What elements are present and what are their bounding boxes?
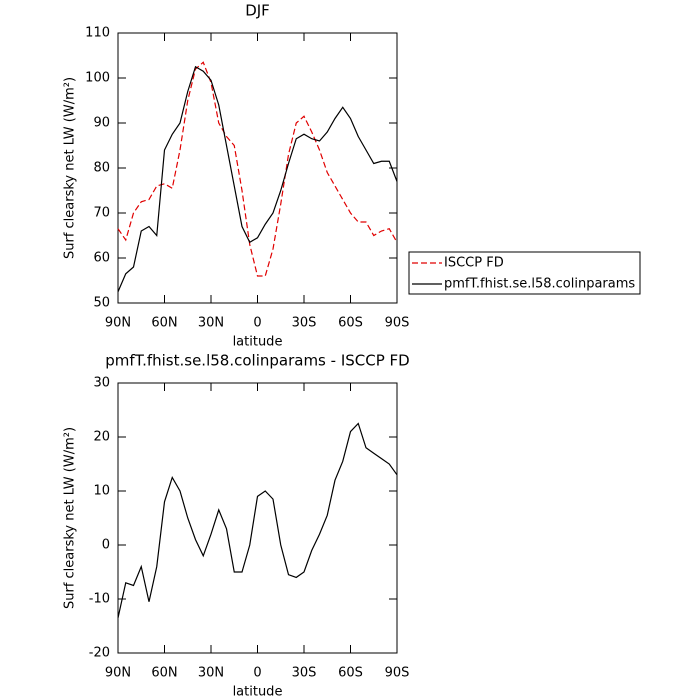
y-tick-label: 50 — [93, 296, 110, 311]
x-tick-label: 0 — [253, 316, 261, 331]
x-tick-label: 60S — [338, 666, 363, 681]
y-axis-label: Surf clearsky net LW (W/m²) — [63, 427, 78, 609]
x-tick-label: 90S — [385, 316, 410, 331]
x-tick-label: 30S — [292, 316, 317, 331]
y-tick-label: -20 — [89, 646, 110, 661]
x-tick-label: 60N — [151, 666, 177, 681]
x-axis-label: latitude — [233, 685, 283, 700]
y-tick-label: 70 — [93, 206, 110, 221]
chart-title: pmfT.fhist.se.l58.colinparams - ISCCP FD — [105, 352, 409, 370]
y-tick-label: 100 — [85, 71, 110, 86]
y-axis-label: Surf clearsky net LW (W/m²) — [63, 77, 78, 259]
legend-box — [408, 251, 641, 295]
y-tick-label: 80 — [93, 161, 110, 176]
data-line — [117, 61, 398, 277]
plot-frame — [117, 382, 398, 654]
x-tick-label: 60N — [151, 316, 177, 331]
y-tick-label: 110 — [85, 26, 110, 41]
data-line — [117, 65, 398, 292]
y-tick-label: 20 — [93, 430, 110, 445]
y-tick-label: 90 — [93, 116, 110, 131]
y-tick-label: -10 — [89, 592, 110, 607]
x-tick-label: 30S — [292, 666, 317, 681]
x-tick-label: 90N — [105, 666, 131, 681]
x-axis-label: latitude — [233, 335, 283, 350]
legend-label: pmfT.fhist.se.l58.colinparams — [444, 277, 635, 292]
x-tick-label: 90N — [105, 316, 131, 331]
x-tick-label: 60S — [338, 316, 363, 331]
x-tick-label: 30N — [198, 316, 224, 331]
plot-frame — [117, 32, 398, 304]
x-tick-label: 30N — [198, 666, 224, 681]
x-tick-label: 0 — [253, 666, 261, 681]
legend-label: ISCCP FD — [444, 256, 504, 271]
y-tick-label: 60 — [93, 251, 110, 266]
x-tick-label: 90S — [385, 666, 410, 681]
y-tick-label: 30 — [93, 376, 110, 391]
y-tick-label: 0 — [102, 538, 110, 553]
y-tick-label: 10 — [93, 484, 110, 499]
data-line — [117, 422, 398, 619]
chart-title: DJF — [245, 2, 270, 20]
